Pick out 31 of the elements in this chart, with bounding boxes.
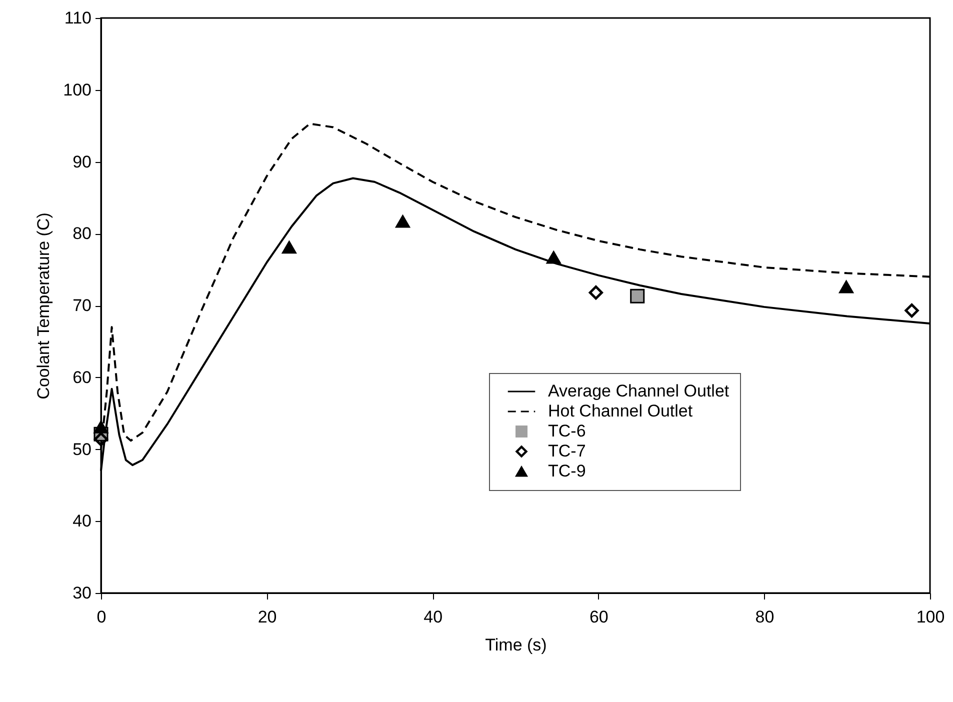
legend-label: TC-6 <box>548 422 586 440</box>
y-tick-label: 80 <box>72 224 92 244</box>
point <box>94 432 108 446</box>
legend-label: TC-9 <box>548 462 586 480</box>
x-tick-label: 20 <box>258 608 277 626</box>
point <box>395 215 410 228</box>
x-tick-label: 80 <box>755 608 774 626</box>
x-tick-label: 0 <box>96 608 106 626</box>
x-tick-label: 100 <box>916 608 945 626</box>
point <box>904 303 920 318</box>
y-tick-label: 90 <box>72 152 92 172</box>
y-tick-label: 60 <box>72 368 92 387</box>
point <box>94 420 108 434</box>
point <box>282 240 296 254</box>
y-tick-label: 30 <box>72 584 92 602</box>
x-tick-label: 60 <box>589 608 608 626</box>
legend-label: TC-7 <box>548 442 586 460</box>
x-axis-title: Time (s) <box>485 636 547 654</box>
point <box>588 285 604 300</box>
point <box>546 250 561 264</box>
y-tick-label: 110 <box>64 8 92 28</box>
point <box>630 288 645 304</box>
y-tick-label: 100 <box>63 80 92 100</box>
legend-label: Hot Channel Outlet <box>548 402 693 420</box>
point <box>839 280 854 294</box>
y-tick-label: 70 <box>72 296 92 315</box>
legend-label: Average Channel Outlet <box>548 382 730 400</box>
y-tick-label: 50 <box>72 440 92 459</box>
x-tick-label: 40 <box>424 608 443 626</box>
y-tick-label: 40 <box>72 512 92 531</box>
y-axis-title: Coolant Temperature (C) <box>34 212 54 400</box>
